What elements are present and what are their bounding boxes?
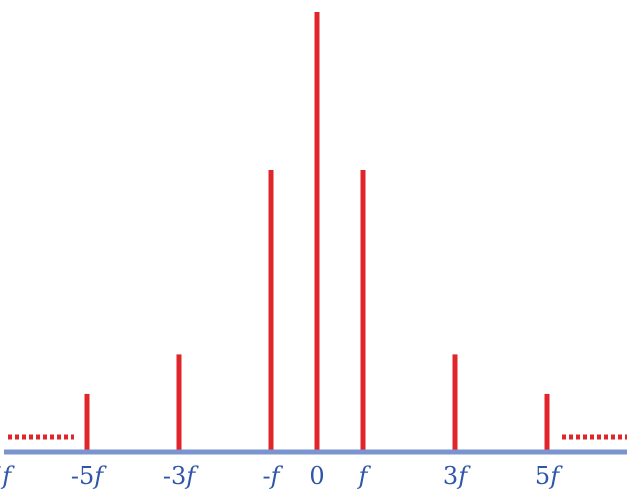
tick-label--7f: -7f	[0, 462, 15, 490]
spectral-line-0	[315, 12, 320, 451]
tick-label--f: -f	[263, 462, 284, 490]
tick-labels: -9f-7f-5f-3f-f0f3f5f7f9f	[0, 462, 627, 490]
tick-label--3f: -3f	[163, 462, 199, 490]
tick-label--5f: -5f	[71, 462, 107, 490]
spectral-lines	[0, 12, 627, 451]
tick-label-5f: 5f	[535, 462, 563, 490]
spectral-line--f	[269, 170, 274, 451]
tick-label-f: f	[357, 462, 372, 490]
spectral-line-f	[361, 170, 366, 451]
spectral-line-3f	[453, 354, 458, 451]
spectral-line--5f	[85, 394, 90, 451]
spectral-line-5f	[545, 394, 550, 451]
tick-label-3f: 3f	[443, 462, 471, 490]
tick-label-0: 0	[309, 462, 324, 490]
spectral-line--3f	[177, 354, 182, 451]
